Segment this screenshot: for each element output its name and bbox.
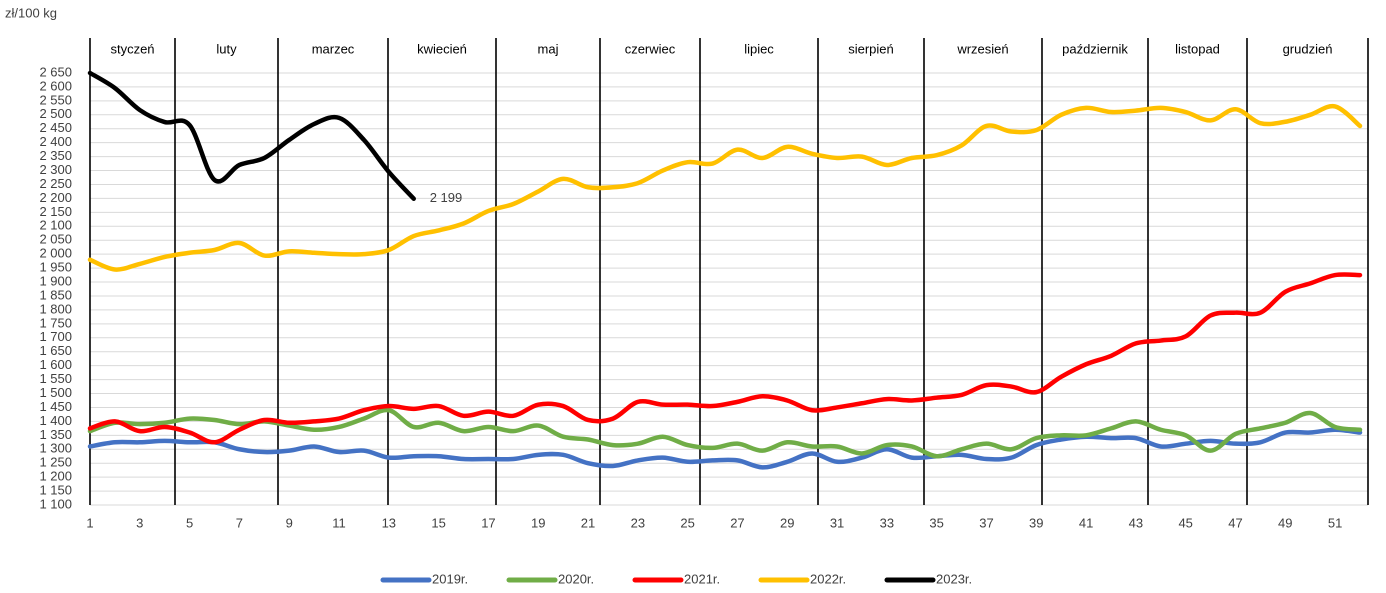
legend-label: 2021r. [684, 571, 720, 586]
y-tick-label: 1 600 [39, 357, 72, 372]
y-tick-label: 1 900 [39, 273, 72, 288]
y-tick-label: 1 550 [39, 371, 72, 386]
month-label: maj [538, 41, 559, 56]
y-tick-label: 2 000 [39, 246, 72, 261]
month-label: sierpień [848, 41, 894, 56]
y-tick-label: 2 050 [39, 232, 72, 247]
x-tick-label: 25 [680, 515, 694, 530]
y-tick-label: 1 700 [39, 329, 72, 344]
x-tick-label: 23 [631, 515, 645, 530]
data-label: 2 199 [430, 190, 463, 205]
x-tick-label: 41 [1079, 515, 1093, 530]
x-tick-label: 31 [830, 515, 844, 530]
x-tick-label: 45 [1178, 515, 1192, 530]
x-tick-label: 27 [730, 515, 744, 530]
series-line [87, 407, 1363, 459]
y-tick-label: 2 400 [39, 134, 72, 149]
y-tick-label: 2 100 [39, 218, 72, 233]
y-tick-label: 1 950 [39, 260, 72, 275]
legend-label: 2019r. [432, 571, 468, 586]
month-label: listopad [1175, 41, 1220, 56]
series-line [87, 103, 1363, 272]
y-tick-label: 1 650 [39, 343, 72, 358]
y-tick-label: 2 650 [39, 64, 72, 79]
x-tick-label: 9 [286, 515, 293, 530]
x-tick-label: 17 [481, 515, 495, 530]
series-line [87, 272, 1363, 445]
x-tick-label: 19 [531, 515, 545, 530]
y-tick-label: 2 500 [39, 106, 72, 121]
x-tick-label: 13 [382, 515, 396, 530]
month-label: styczeń [110, 41, 154, 56]
y-tick-label: 1 800 [39, 301, 72, 316]
y-tick-label: 1 850 [39, 287, 72, 302]
x-tick-label: 7 [236, 515, 243, 530]
x-tick-label: 33 [880, 515, 894, 530]
legend-label: 2020r. [558, 571, 594, 586]
y-tick-label: 1 100 [39, 496, 72, 511]
month-label: marzec [312, 41, 355, 56]
y-tick-label: 1 250 [39, 455, 72, 470]
series-line [87, 427, 1363, 470]
x-tick-label: 5 [186, 515, 193, 530]
y-tick-label: 2 550 [39, 92, 72, 107]
y-tick-label: 2 450 [39, 120, 72, 135]
y-tick-label: 1 400 [39, 413, 72, 428]
x-tick-label: 1 [86, 515, 93, 530]
x-tick-label: 35 [929, 515, 943, 530]
y-tick-label: 1 300 [39, 441, 72, 456]
x-tick-label: 49 [1278, 515, 1292, 530]
y-tick-label: 2 600 [39, 78, 72, 93]
y-tick-label: 2 150 [39, 204, 72, 219]
x-tick-label: 29 [780, 515, 794, 530]
x-tick-label: 37 [979, 515, 993, 530]
y-tick-label: 1 750 [39, 315, 72, 330]
month-label: kwiecień [417, 41, 467, 56]
y-tick-label: 1 500 [39, 385, 72, 400]
legend-label: 2023r. [936, 571, 972, 586]
y-tick-label: 2 250 [39, 176, 72, 191]
x-tick-label: 43 [1129, 515, 1143, 530]
y-tick-label: 2 350 [39, 148, 72, 163]
x-tick-label: 21 [581, 515, 595, 530]
month-label: wrzesień [956, 41, 1008, 56]
x-tick-label: 15 [431, 515, 445, 530]
legend-label: 2022r. [810, 571, 846, 586]
series-line [87, 70, 416, 201]
y-tick-label: 1 150 [39, 483, 72, 498]
month-label: czerwiec [625, 41, 676, 56]
unit-label: zł/100 kg [5, 5, 57, 20]
month-label: grudzień [1283, 41, 1333, 56]
x-tick-label: 11 [332, 515, 346, 530]
y-tick-label: 1 450 [39, 399, 72, 414]
x-tick-label: 39 [1029, 515, 1043, 530]
month-label: październik [1062, 41, 1128, 56]
y-tick-label: 2 300 [39, 162, 72, 177]
x-tick-label: 3 [136, 515, 143, 530]
y-tick-label: 2 200 [39, 190, 72, 205]
month-label: lipiec [744, 41, 774, 56]
y-tick-label: 1 350 [39, 427, 72, 442]
y-tick-label: 1 200 [39, 469, 72, 484]
x-tick-label: 51 [1328, 515, 1342, 530]
month-label: luty [216, 41, 237, 56]
x-tick-label: 47 [1228, 515, 1242, 530]
